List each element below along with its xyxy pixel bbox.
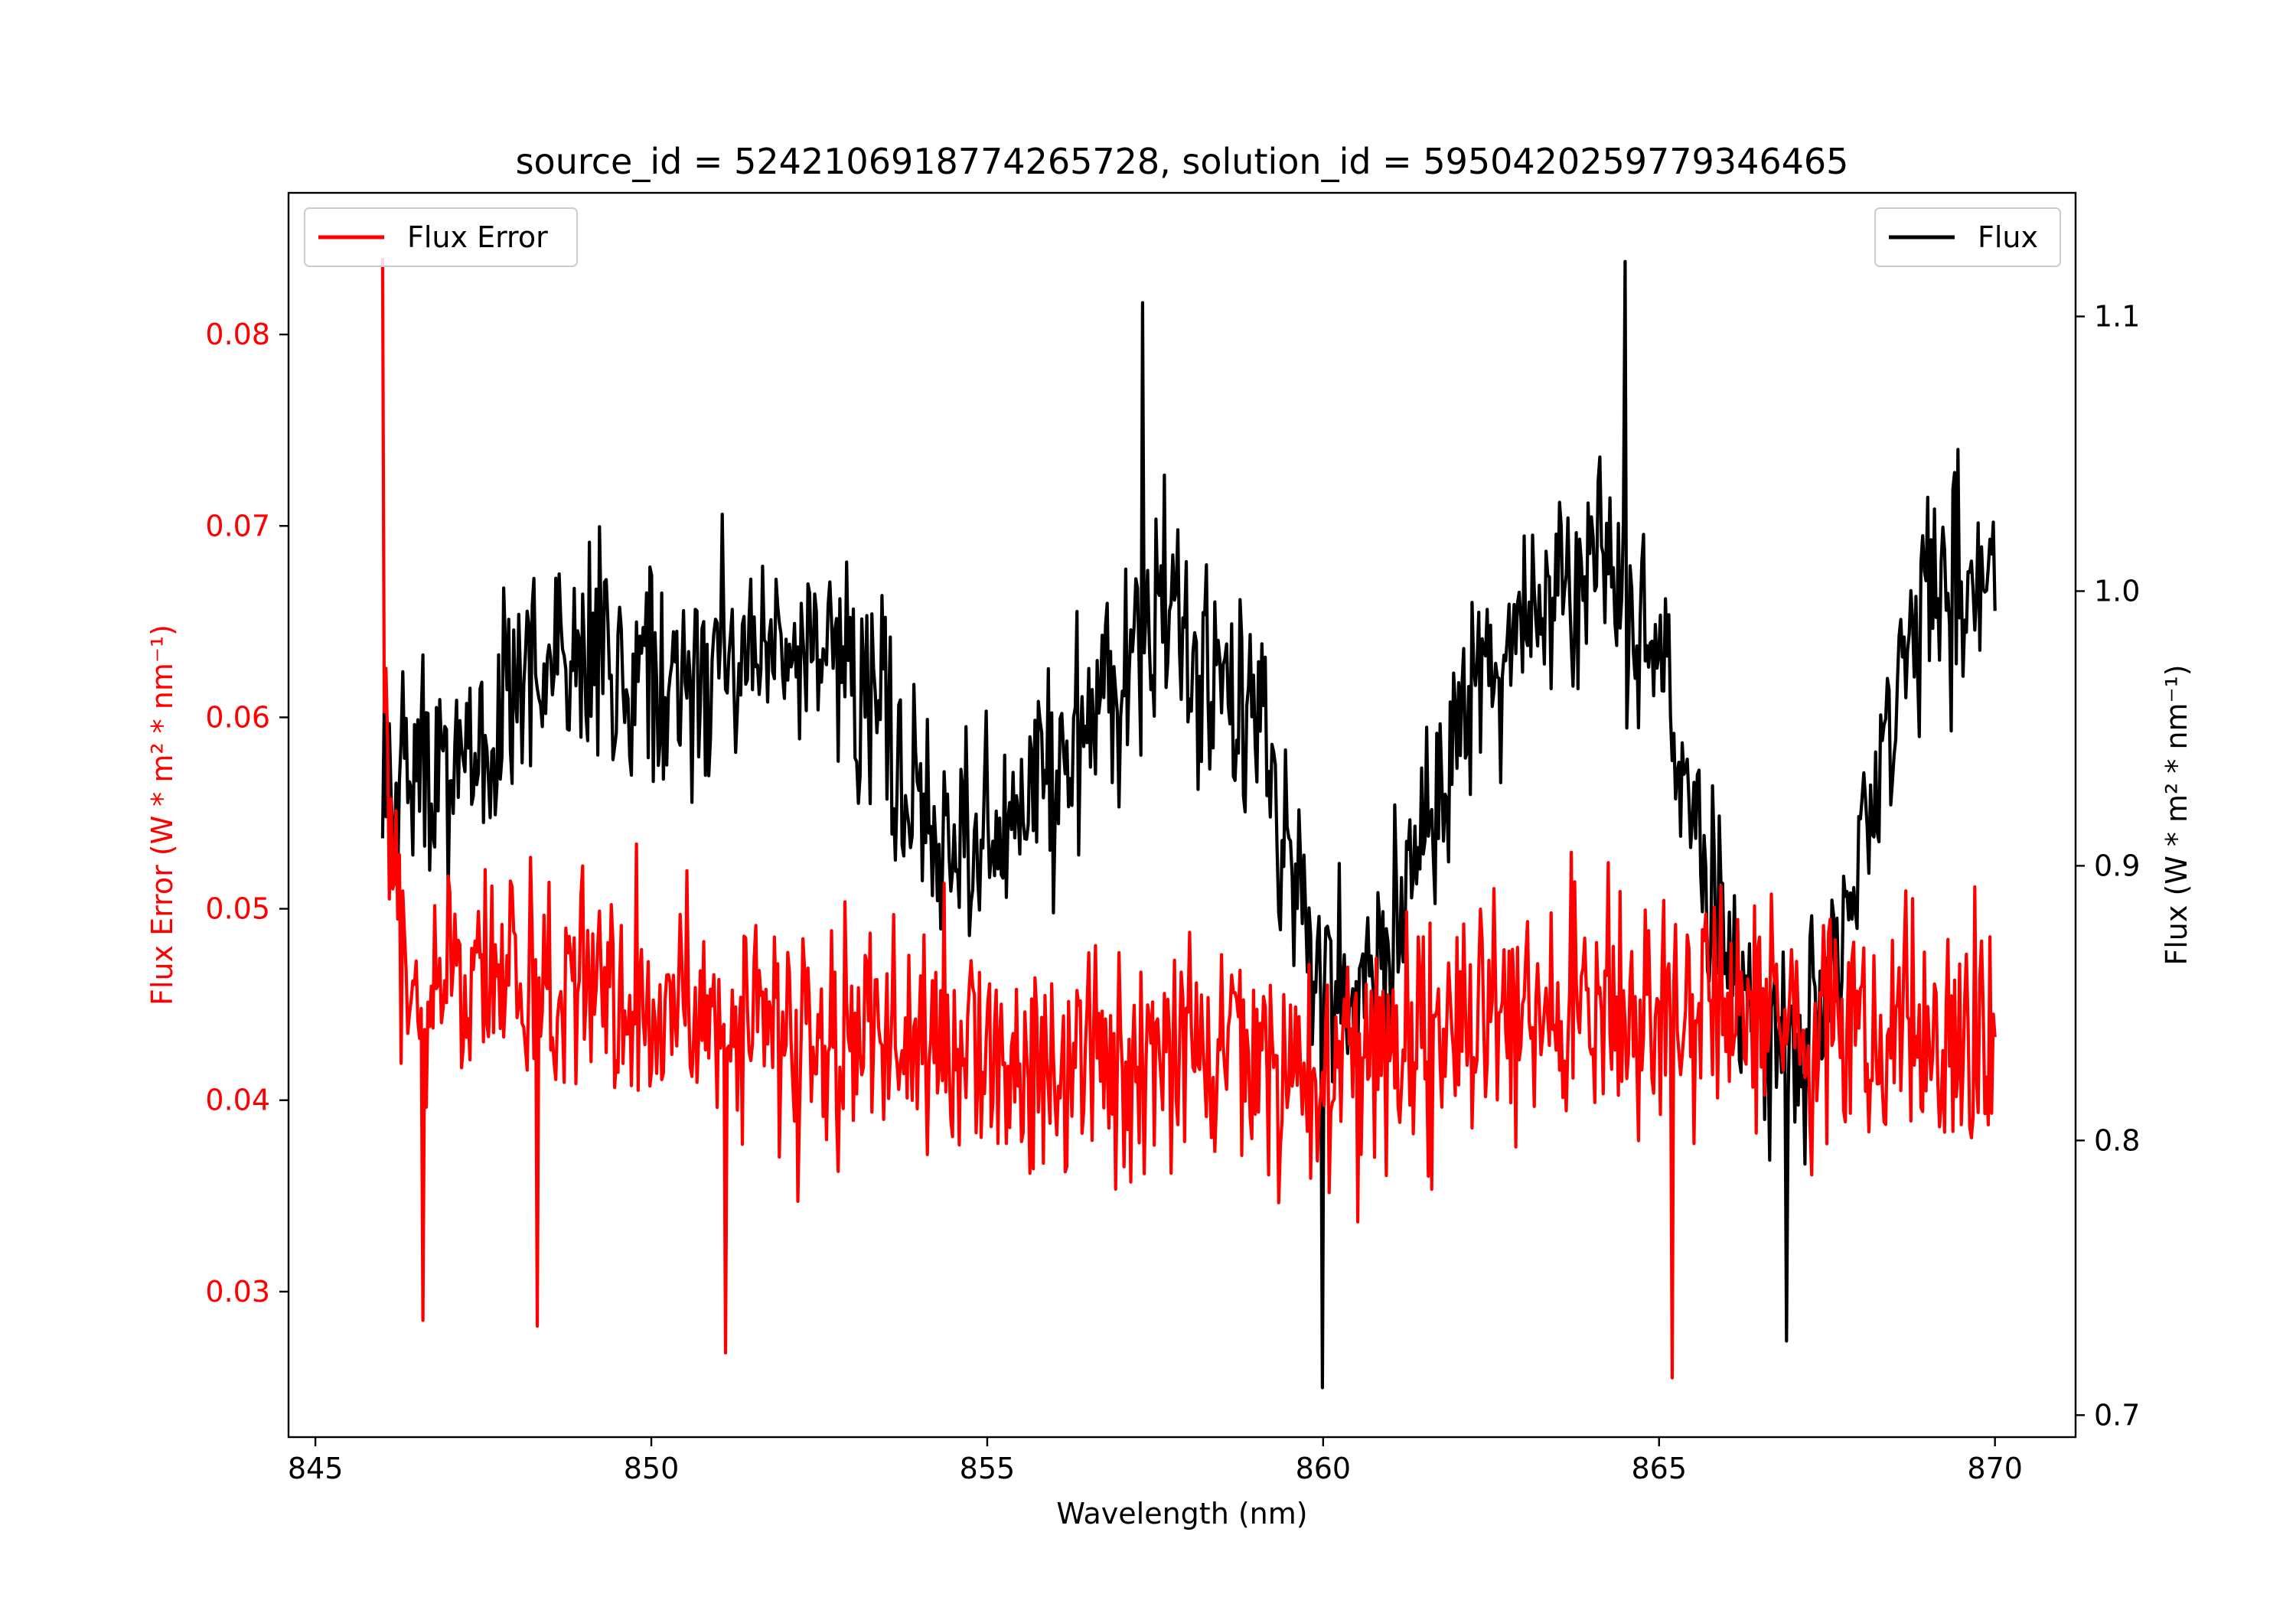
y-left-tick-label: 0.07 <box>205 509 270 543</box>
y-right-tick-label: 1.1 <box>2094 300 2140 334</box>
y-left-tick-label: 0.04 <box>205 1084 270 1117</box>
y-left-tick-label: 0.03 <box>205 1275 270 1309</box>
legend-box <box>304 207 578 267</box>
legend-box <box>1874 207 2061 267</box>
flux-error-line <box>380 258 1997 1380</box>
legend-flux: Flux <box>1874 207 2061 267</box>
legend-label-flux-error: Flux Error <box>407 220 548 254</box>
legend-label-flux: Flux <box>1978 220 2038 254</box>
flux-line <box>380 259 1997 1390</box>
x-tick-label: 860 <box>1296 1452 1352 1485</box>
x-tick-label: 855 <box>960 1452 1016 1485</box>
y-left-tick-label: 0.08 <box>205 318 270 351</box>
y-right-tick-label: 1.0 <box>2094 574 2140 608</box>
y-axis-left-title: Flux Error (W * m² * nm⁻¹) <box>145 624 179 1006</box>
legend-flux-error: Flux Error <box>304 207 578 267</box>
chart-title: source_id = 5242106918774265728, solutio… <box>516 141 1849 182</box>
y-axis-right-title: Flux (W * m² * nm⁻¹) <box>2160 664 2193 965</box>
y-left-tick-label: 0.06 <box>205 700 270 734</box>
x-tick-label: 870 <box>1967 1452 2023 1485</box>
y-left-tick-label: 0.05 <box>205 892 270 926</box>
axes-group: 845 850 855 860 865 870 0.03 0.04 0.05 0.06 0.07 0.… <box>205 300 2140 1485</box>
x-tick-label: 865 <box>1631 1452 1687 1485</box>
plot-frame <box>287 191 2077 1439</box>
y-right-tick-label: 0.9 <box>2094 849 2140 882</box>
y-right-tick-label: 0.7 <box>2094 1398 2140 1432</box>
x-tick-label: 845 <box>288 1452 344 1485</box>
x-axis-title: Wavelength (nm) <box>1056 1497 1307 1530</box>
plot-series-group <box>380 258 1997 1390</box>
y-right-tick-label: 0.8 <box>2094 1123 2140 1157</box>
x-tick-label: 850 <box>624 1452 680 1485</box>
